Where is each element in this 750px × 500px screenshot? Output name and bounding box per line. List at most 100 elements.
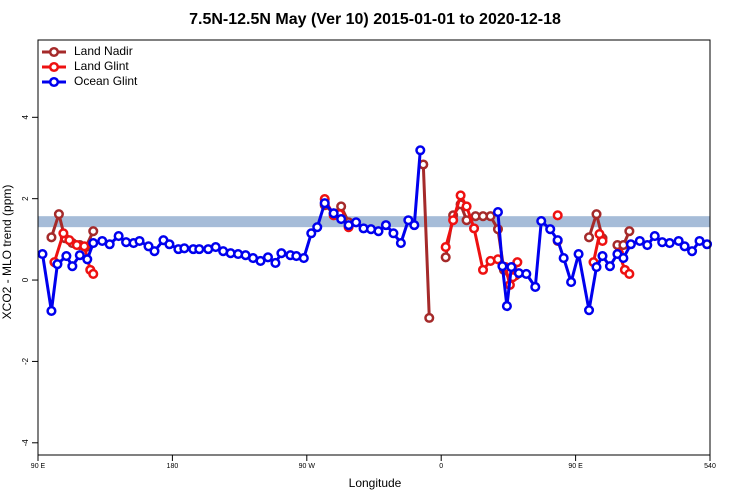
data-point xyxy=(497,261,508,272)
data-point xyxy=(673,235,684,247)
data-point xyxy=(194,244,205,255)
data-point xyxy=(604,261,615,272)
data-point xyxy=(624,268,635,279)
legend-label: Ocean Glint xyxy=(74,74,138,88)
data-point xyxy=(88,237,99,249)
data-point xyxy=(552,235,563,246)
data-point xyxy=(461,201,472,212)
data-point xyxy=(164,239,175,250)
data-point xyxy=(521,268,532,279)
data-point xyxy=(336,201,347,212)
data-point xyxy=(67,261,78,272)
data-point xyxy=(573,248,584,260)
data-point xyxy=(506,261,517,273)
data-point xyxy=(312,222,323,233)
data-point xyxy=(545,224,556,235)
data-point xyxy=(477,264,489,275)
y-tick-label: 2 xyxy=(21,196,30,201)
data-point xyxy=(351,217,362,228)
data-point xyxy=(424,312,435,323)
data-point xyxy=(455,190,466,201)
data-point xyxy=(88,226,99,237)
data-point xyxy=(61,250,72,262)
data-point xyxy=(328,208,339,219)
data-point xyxy=(306,228,317,239)
data-point xyxy=(149,246,160,257)
data-point xyxy=(113,231,124,242)
x-tick-label: 90 W xyxy=(299,463,316,470)
data-point xyxy=(74,250,85,261)
data-point xyxy=(319,198,330,209)
data-point xyxy=(679,241,690,252)
legend-marker xyxy=(48,61,60,73)
data-point xyxy=(469,223,480,234)
data-point xyxy=(530,281,541,293)
data-point xyxy=(388,228,399,239)
data-point xyxy=(634,235,645,247)
chart-title: 7.5N-12.5N May (Ver 10) 2015-01-01 to 20… xyxy=(189,11,561,28)
data-point xyxy=(591,209,602,220)
x-axis-label: Longitude xyxy=(349,476,402,490)
data-point xyxy=(210,242,221,253)
data-point xyxy=(618,253,629,264)
x-tick-label: 0 xyxy=(439,463,443,470)
data-point xyxy=(597,250,608,262)
legend-marker xyxy=(48,76,60,88)
x-tick-label: 90 E xyxy=(31,463,46,470)
x-tick-label: 90 E xyxy=(568,463,583,470)
data-point xyxy=(373,226,384,237)
data-point xyxy=(255,255,266,266)
legend-label: Land Nadir xyxy=(74,44,133,58)
y-tick-label: -2 xyxy=(21,357,30,365)
data-point xyxy=(566,277,577,288)
data-point xyxy=(37,248,48,260)
data-point xyxy=(583,232,595,243)
data-point xyxy=(380,220,391,231)
data-point xyxy=(649,231,660,242)
data-point xyxy=(492,207,503,218)
x-tick-label: 180 xyxy=(167,463,179,470)
data-point xyxy=(79,241,90,252)
data-point xyxy=(270,257,281,269)
reference-band xyxy=(38,216,710,228)
data-point xyxy=(625,239,636,250)
data-point xyxy=(624,226,635,237)
data-point xyxy=(298,253,309,264)
data-point xyxy=(409,220,420,231)
data-point xyxy=(642,240,653,251)
data-point xyxy=(46,305,57,317)
data-point xyxy=(64,235,75,246)
data-point xyxy=(53,209,64,220)
data-point xyxy=(52,259,63,270)
data-point xyxy=(336,213,347,225)
data-point xyxy=(687,246,698,257)
data-point xyxy=(591,261,602,273)
data-point xyxy=(58,228,69,239)
data-point xyxy=(88,268,99,279)
data-point xyxy=(395,237,406,249)
data-point xyxy=(46,232,57,243)
plot-frame xyxy=(37,39,711,456)
legend-label: Land Glint xyxy=(74,59,129,73)
data-point xyxy=(448,215,459,226)
y-tick-label: 0 xyxy=(21,277,30,282)
data-point xyxy=(501,301,512,312)
data-point xyxy=(262,252,274,263)
data-point xyxy=(179,243,190,254)
data-point xyxy=(558,253,569,264)
y-axis-label: XCO2 - MLO trend (ppm) xyxy=(0,185,14,320)
y-tick-label: -4 xyxy=(21,439,30,447)
data-point xyxy=(104,239,115,250)
x-tick-label: 540 xyxy=(704,463,716,470)
data-point xyxy=(536,216,547,227)
data-point xyxy=(415,145,426,156)
legend-marker xyxy=(48,46,60,58)
data-point xyxy=(440,242,451,253)
y-tick-label: 4 xyxy=(21,115,30,120)
data-point xyxy=(82,254,93,265)
data-point xyxy=(583,305,595,316)
data-point xyxy=(597,235,608,247)
data-point xyxy=(485,211,496,222)
data-point xyxy=(440,252,451,263)
